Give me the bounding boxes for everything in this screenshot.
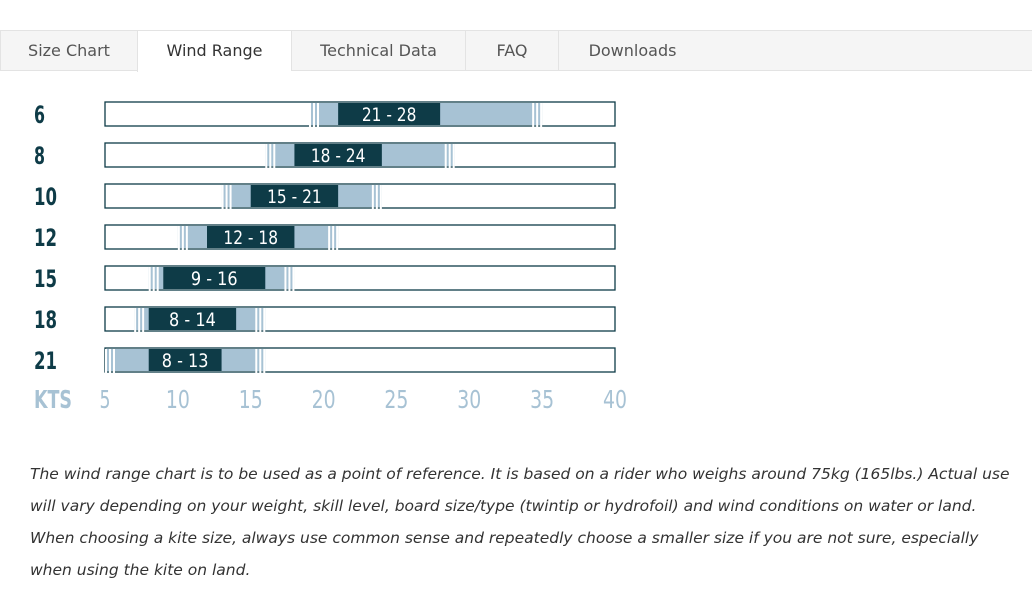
optimal-range-bar <box>294 144 382 166</box>
size-label: 6 <box>34 101 45 129</box>
extended-end-stripe <box>332 226 335 250</box>
wind-range-chart: 6 21 - 28 8 18 - 24 10 15 - 21 12 12 - 18 15 9 - … <box>0 90 660 420</box>
range-label: 21 - 28 <box>362 104 417 126</box>
range-label: 18 - 24 <box>311 145 366 167</box>
optimal-range-bar <box>207 226 295 248</box>
tab-downloads[interactable]: Downloads <box>558 31 706 71</box>
extended-start-stripe <box>138 308 141 332</box>
x-tick-label: 25 <box>384 385 408 414</box>
x-tick-label: 30 <box>457 385 481 414</box>
extended-end-stripe <box>292 267 295 291</box>
size-label: 12 <box>34 224 57 252</box>
extended-start-stripe <box>269 144 272 168</box>
extended-start-stripe <box>105 349 107 373</box>
extended-start-stripe <box>221 185 224 209</box>
extended-end-stripe <box>452 144 455 168</box>
size-label: 10 <box>34 183 57 211</box>
extended-end-stripe <box>379 185 382 209</box>
extended-end-stripe <box>328 226 331 250</box>
extended-start-stripe <box>177 226 180 250</box>
range-label: 8 - 13 <box>162 350 209 372</box>
extended-start-stripe <box>113 349 115 373</box>
extended-start-stripe <box>134 308 137 332</box>
range-label: 9 - 16 <box>191 268 238 290</box>
tab-technical-data[interactable]: Technical Data <box>291 31 465 71</box>
extended-start-stripe <box>109 349 111 373</box>
axis-unit-label: KTS <box>34 385 72 414</box>
extended-end-stripe <box>263 349 266 373</box>
extended-end-stripe <box>288 267 291 291</box>
optimal-range-bar <box>163 267 266 289</box>
tab-size-chart[interactable]: Size Chart <box>0 31 137 71</box>
range-label: 15 - 21 <box>267 186 322 208</box>
extended-start-stripe <box>313 103 315 127</box>
size-label: 21 <box>34 347 57 375</box>
size-label: 15 <box>34 265 57 293</box>
extended-end-stripe <box>263 308 266 332</box>
extended-end-stripe <box>448 144 451 168</box>
tab-wind-range[interactable]: Wind Range <box>137 31 291 72</box>
extended-end-stripe <box>255 308 258 332</box>
size-label: 8 <box>34 142 45 170</box>
wind-range-note: The wind range chart is to be used as a … <box>30 465 1010 579</box>
x-tick-label: 40 <box>603 385 627 414</box>
extended-start-stripe <box>273 144 276 168</box>
extended-start-stripe <box>317 103 319 127</box>
optimal-range-bar <box>250 185 339 207</box>
x-tick-label: 15 <box>239 385 263 414</box>
optimal-range-bar <box>148 349 222 371</box>
extended-start-stripe <box>225 185 228 209</box>
extended-end-stripe <box>259 308 262 332</box>
extended-end-stripe <box>375 185 378 209</box>
x-tick-label: 35 <box>530 385 554 414</box>
extended-start-stripe <box>156 267 159 291</box>
tab-faq[interactable]: FAQ <box>465 31 558 71</box>
extended-start-stripe <box>309 103 311 127</box>
extended-start-stripe <box>229 185 232 209</box>
extended-end-stripe <box>536 103 539 127</box>
extended-end-stripe <box>371 185 374 209</box>
tab-bar: Size Chart Wind Range Technical Data FAQ… <box>0 30 1032 72</box>
extended-start-stripe <box>148 267 151 291</box>
extended-start-stripe <box>185 226 188 250</box>
extended-end-stripe <box>532 103 535 127</box>
x-tick-label: 10 <box>166 385 190 414</box>
range-label: 12 - 18 <box>223 227 278 249</box>
extended-end-stripe <box>255 349 258 373</box>
extended-start-stripe <box>152 267 155 291</box>
extended-end-stripe <box>540 103 543 127</box>
range-label: 8 - 14 <box>169 309 216 331</box>
extended-end-stripe <box>284 267 287 291</box>
extended-start-stripe <box>265 144 268 168</box>
x-tick-label: 20 <box>312 385 336 414</box>
x-tick-label: 5 <box>100 385 111 414</box>
extended-start-stripe <box>181 226 184 250</box>
wind-range-chart-svg: 6 21 - 28 8 18 - 24 10 15 - 21 12 12 - 18 15 9 - … <box>34 101 627 414</box>
size-label: 18 <box>34 306 57 334</box>
extended-end-stripe <box>444 144 447 168</box>
extended-end-stripe <box>259 349 262 373</box>
extended-start-stripe <box>142 308 145 332</box>
optimal-range-bar <box>338 103 441 125</box>
extended-end-stripe <box>336 226 339 250</box>
optimal-range-bar <box>148 308 237 330</box>
